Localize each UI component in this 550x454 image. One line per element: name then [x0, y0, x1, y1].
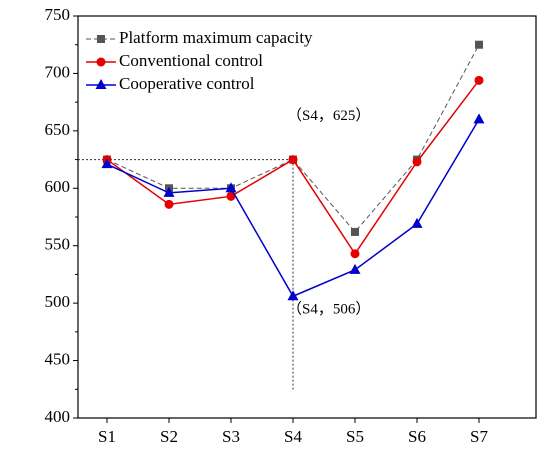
marker: [101, 158, 113, 169]
y-tick-label: 600: [45, 177, 71, 196]
x-tick-label: S2: [160, 427, 178, 446]
marker: [226, 191, 236, 201]
marker: [349, 263, 361, 274]
y-tick-label: 400: [45, 407, 71, 426]
x-tick-label: S3: [222, 427, 240, 446]
marker: [351, 227, 359, 236]
x-tick-label: S5: [346, 427, 364, 446]
y-tick-label: 700: [45, 62, 71, 81]
x-tick-label: S4: [284, 427, 302, 446]
marker: [474, 75, 484, 85]
marker: [287, 290, 299, 301]
marker: [350, 249, 360, 259]
legend-label: Conventional control: [119, 51, 263, 70]
y-tick-label: 550: [45, 235, 71, 254]
y-tick-label: 750: [45, 5, 71, 24]
y-tick-label: 650: [45, 120, 71, 139]
marker: [164, 199, 174, 209]
marker: [411, 217, 423, 228]
y-tick-label: 450: [45, 349, 71, 368]
marker: [473, 113, 485, 124]
marker: [288, 155, 298, 165]
annotation: （S4，625）: [287, 107, 370, 124]
legend-label: Cooperative control: [119, 74, 255, 93]
marker: [475, 40, 483, 49]
marker: [97, 35, 105, 43]
marker: [163, 186, 175, 197]
x-tick-label: S7: [470, 427, 488, 446]
marker: [96, 57, 106, 67]
marker: [225, 182, 237, 193]
x-tick-label: S6: [408, 427, 426, 446]
x-tick-label: S1: [98, 427, 116, 446]
marker: [412, 157, 422, 167]
legend-label: Platform maximum capacity: [119, 28, 313, 47]
annotation: （S4，506）: [287, 301, 370, 318]
y-tick-label: 500: [45, 292, 71, 311]
marker: [95, 79, 107, 89]
